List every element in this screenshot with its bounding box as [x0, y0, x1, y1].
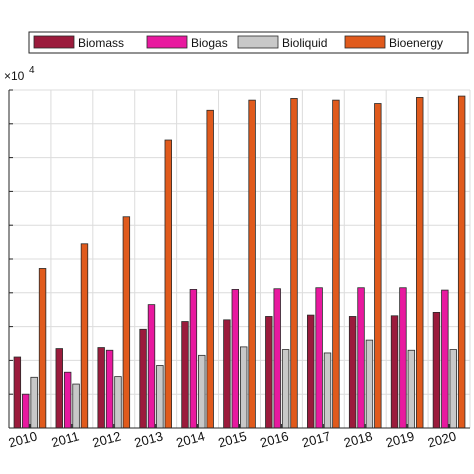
x-tick-label: 2011 — [50, 428, 81, 450]
legend-label-biomass: Biomass — [78, 36, 124, 50]
bar-biomass-2016 — [265, 316, 273, 429]
bar-biogas-2014 — [189, 289, 198, 429]
bar-bioenergy-2017 — [332, 99, 340, 429]
bar-biomass-2014 — [181, 321, 189, 429]
legend-swatch-bioliquid — [237, 35, 279, 49]
exponent-power: 4 — [29, 65, 35, 76]
bar-bioenergy-2011 — [80, 243, 89, 429]
bar-biogas-2015 — [231, 289, 239, 429]
bar-bioenergy-2014 — [206, 109, 214, 429]
plot-bars — [13, 95, 466, 429]
bar-bioliquid-2010 — [30, 376, 38, 429]
bar-bioenergy-2019 — [416, 97, 424, 429]
x-tick-label: 2012 — [91, 428, 123, 450]
legend: Biomass Biogas Bioliquid Bioenergy — [28, 31, 469, 54]
bar-bioenergy-2016 — [290, 98, 298, 429]
bar-biogas-2020 — [441, 289, 449, 429]
bar-bioenergy-2010 — [38, 268, 47, 429]
bar-bioenergy-2018 — [374, 103, 382, 429]
x-axis: 2010 2011 2012 2013 2014 2015 2016 2017 2018 2019… — [7, 90, 470, 450]
bar-bioliquid-2016 — [281, 349, 290, 429]
bar-biomass-2012 — [97, 347, 105, 429]
bar-bioenergy-2015 — [248, 99, 256, 429]
bar-biogas-2016 — [273, 288, 281, 429]
bar-biogas-2018 — [357, 287, 365, 429]
x-tick-label: 2018 — [342, 428, 374, 450]
exponent-label: ×10 4 — [4, 65, 35, 83]
x-tick-label: 2014 — [175, 428, 207, 450]
bar-biomass-2015 — [223, 319, 231, 429]
bar-bioliquid-2013 — [156, 365, 164, 429]
legend-label-bioenergy: Bioenergy — [389, 36, 443, 50]
bar-biomass-2013 — [139, 328, 147, 429]
bar-biomass-2020 — [432, 312, 441, 429]
legend-swatch-bioenergy — [344, 35, 386, 49]
x-tick-label: 2016 — [258, 428, 290, 450]
legend-swatch-biogas — [146, 35, 188, 49]
x-tick-label: 2013 — [133, 428, 165, 450]
bar-bioliquid-2011 — [72, 383, 80, 429]
x-tick-label: 2020 — [426, 428, 458, 450]
x-tick-label: 2010 — [7, 428, 39, 450]
bar-bioenergy-2012 — [122, 216, 131, 429]
bar-bioliquid-2015 — [239, 346, 248, 429]
bar-biogas-2019 — [399, 287, 407, 429]
legend-swatch-biomass — [33, 35, 75, 49]
bar-bioliquid-2012 — [114, 376, 122, 429]
legend-label-bioliquid: Bioliquid — [282, 36, 327, 50]
bar-biogas-2012 — [105, 349, 114, 429]
bar-bioenergy-2013 — [164, 139, 172, 429]
bar-biogas-2013 — [147, 304, 156, 429]
bar-biomass-2019 — [390, 315, 399, 429]
x-tick-label: 2019 — [384, 428, 416, 450]
bar-biogas-2017 — [315, 287, 323, 429]
bar-biomass-2017 — [307, 314, 315, 429]
bar-bioliquid-2018 — [365, 339, 374, 429]
bar-biogas-2010 — [22, 393, 30, 429]
bar-bioliquid-2017 — [323, 352, 332, 429]
x-tick-label: 2017 — [300, 428, 332, 450]
bar-biogas-2011 — [63, 371, 72, 429]
bar-bioliquid-2020 — [449, 349, 457, 429]
bar-biomass-2010 — [13, 356, 22, 429]
x-tick-label: 2015 — [216, 428, 248, 450]
bar-bioenergy-2020 — [457, 95, 466, 429]
exponent-base: ×10 — [4, 69, 25, 83]
legend-label-biogas: Biogas — [191, 36, 228, 50]
bar-biomass-2018 — [348, 316, 357, 429]
bar-bioliquid-2019 — [407, 349, 416, 429]
bar-biomass-2011 — [55, 348, 63, 429]
bar-bioliquid-2014 — [198, 354, 206, 429]
